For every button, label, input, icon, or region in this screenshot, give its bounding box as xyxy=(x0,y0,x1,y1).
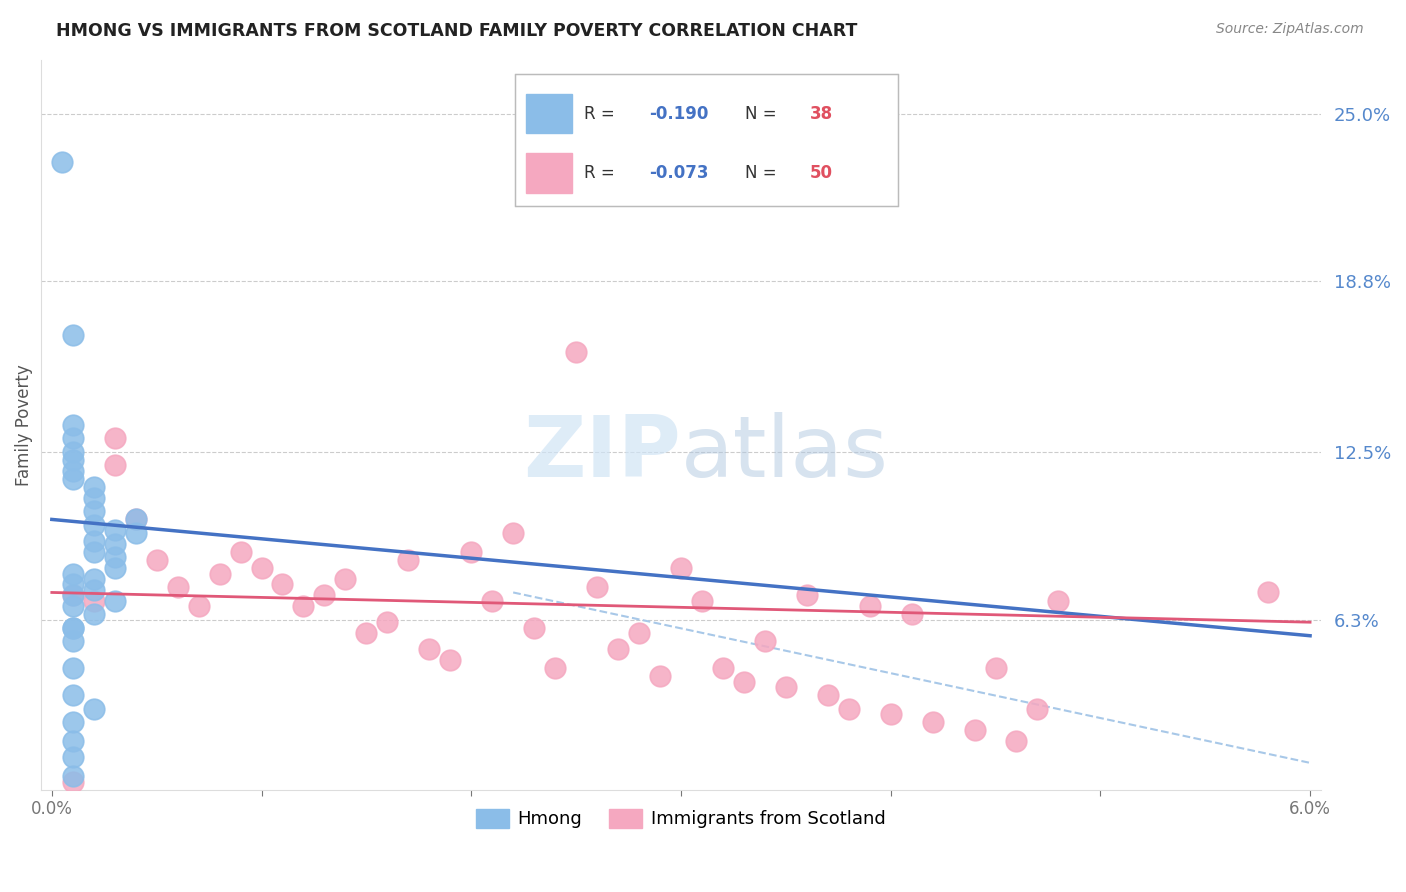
Point xyxy=(125,512,148,526)
Point xyxy=(900,607,922,621)
Point xyxy=(921,715,943,730)
Point xyxy=(62,621,84,635)
Text: ZIP: ZIP xyxy=(523,412,681,495)
Point xyxy=(83,534,105,549)
Point xyxy=(271,577,294,591)
Point xyxy=(460,545,482,559)
Point xyxy=(62,588,84,602)
Point xyxy=(83,517,105,532)
Point xyxy=(104,537,127,551)
Point xyxy=(796,588,818,602)
Point xyxy=(62,453,84,467)
Point xyxy=(250,561,273,575)
Point xyxy=(62,577,84,591)
Point xyxy=(83,491,105,505)
Point xyxy=(229,545,252,559)
Point xyxy=(62,634,84,648)
Point xyxy=(690,593,713,607)
Point xyxy=(62,621,84,635)
Point xyxy=(375,615,398,630)
Point xyxy=(145,553,167,567)
Point xyxy=(166,580,188,594)
Point xyxy=(104,523,127,537)
Point xyxy=(1257,585,1279,599)
Point xyxy=(187,599,209,613)
Point xyxy=(104,550,127,565)
Point xyxy=(396,553,419,567)
Text: Source: ZipAtlas.com: Source: ZipAtlas.com xyxy=(1216,22,1364,37)
Text: atlas: atlas xyxy=(681,412,889,495)
Point xyxy=(104,561,127,575)
Point xyxy=(586,580,609,594)
Point xyxy=(754,634,776,648)
Point xyxy=(627,626,650,640)
Point xyxy=(733,674,755,689)
Point xyxy=(208,566,231,581)
Point xyxy=(62,661,84,675)
Point xyxy=(83,593,105,607)
Point xyxy=(439,653,461,667)
Point xyxy=(1026,702,1049,716)
Point xyxy=(62,774,84,789)
Point xyxy=(62,715,84,730)
Point xyxy=(648,669,671,683)
Point xyxy=(62,464,84,478)
Point xyxy=(83,504,105,518)
Point xyxy=(62,445,84,459)
Point xyxy=(1047,593,1070,607)
Point xyxy=(83,607,105,621)
Point xyxy=(62,417,84,432)
Point xyxy=(292,599,315,613)
Point xyxy=(669,561,692,575)
Point xyxy=(125,525,148,540)
Point xyxy=(607,642,630,657)
Point xyxy=(62,472,84,486)
Y-axis label: Family Poverty: Family Poverty xyxy=(15,364,32,485)
Point xyxy=(418,642,440,657)
Point xyxy=(62,769,84,783)
Point xyxy=(83,480,105,494)
Point xyxy=(984,661,1007,675)
Point xyxy=(125,512,148,526)
Point xyxy=(775,680,797,694)
Point xyxy=(859,599,882,613)
Point xyxy=(83,582,105,597)
Point xyxy=(83,572,105,586)
Point xyxy=(62,734,84,748)
Point xyxy=(838,702,860,716)
Point xyxy=(62,599,84,613)
Point xyxy=(104,431,127,445)
Point xyxy=(62,750,84,764)
Point xyxy=(83,702,105,716)
Point xyxy=(335,572,357,586)
Point xyxy=(481,593,503,607)
Point xyxy=(356,626,378,640)
Point xyxy=(314,588,336,602)
Point xyxy=(62,328,84,343)
Text: HMONG VS IMMIGRANTS FROM SCOTLAND FAMILY POVERTY CORRELATION CHART: HMONG VS IMMIGRANTS FROM SCOTLAND FAMILY… xyxy=(56,22,858,40)
Point xyxy=(523,621,546,635)
Point xyxy=(83,545,105,559)
Point xyxy=(62,588,84,602)
Point xyxy=(1005,734,1028,748)
Point xyxy=(502,525,524,540)
Point xyxy=(51,155,73,169)
Legend: Hmong, Immigrants from Scotland: Hmong, Immigrants from Scotland xyxy=(470,802,893,836)
Point xyxy=(62,431,84,445)
Point xyxy=(104,593,127,607)
Point xyxy=(565,344,588,359)
Point xyxy=(963,723,986,738)
Point xyxy=(544,661,567,675)
Point xyxy=(104,458,127,473)
Point xyxy=(62,566,84,581)
Point xyxy=(879,707,901,722)
Point xyxy=(711,661,734,675)
Point xyxy=(817,688,839,702)
Point xyxy=(62,688,84,702)
